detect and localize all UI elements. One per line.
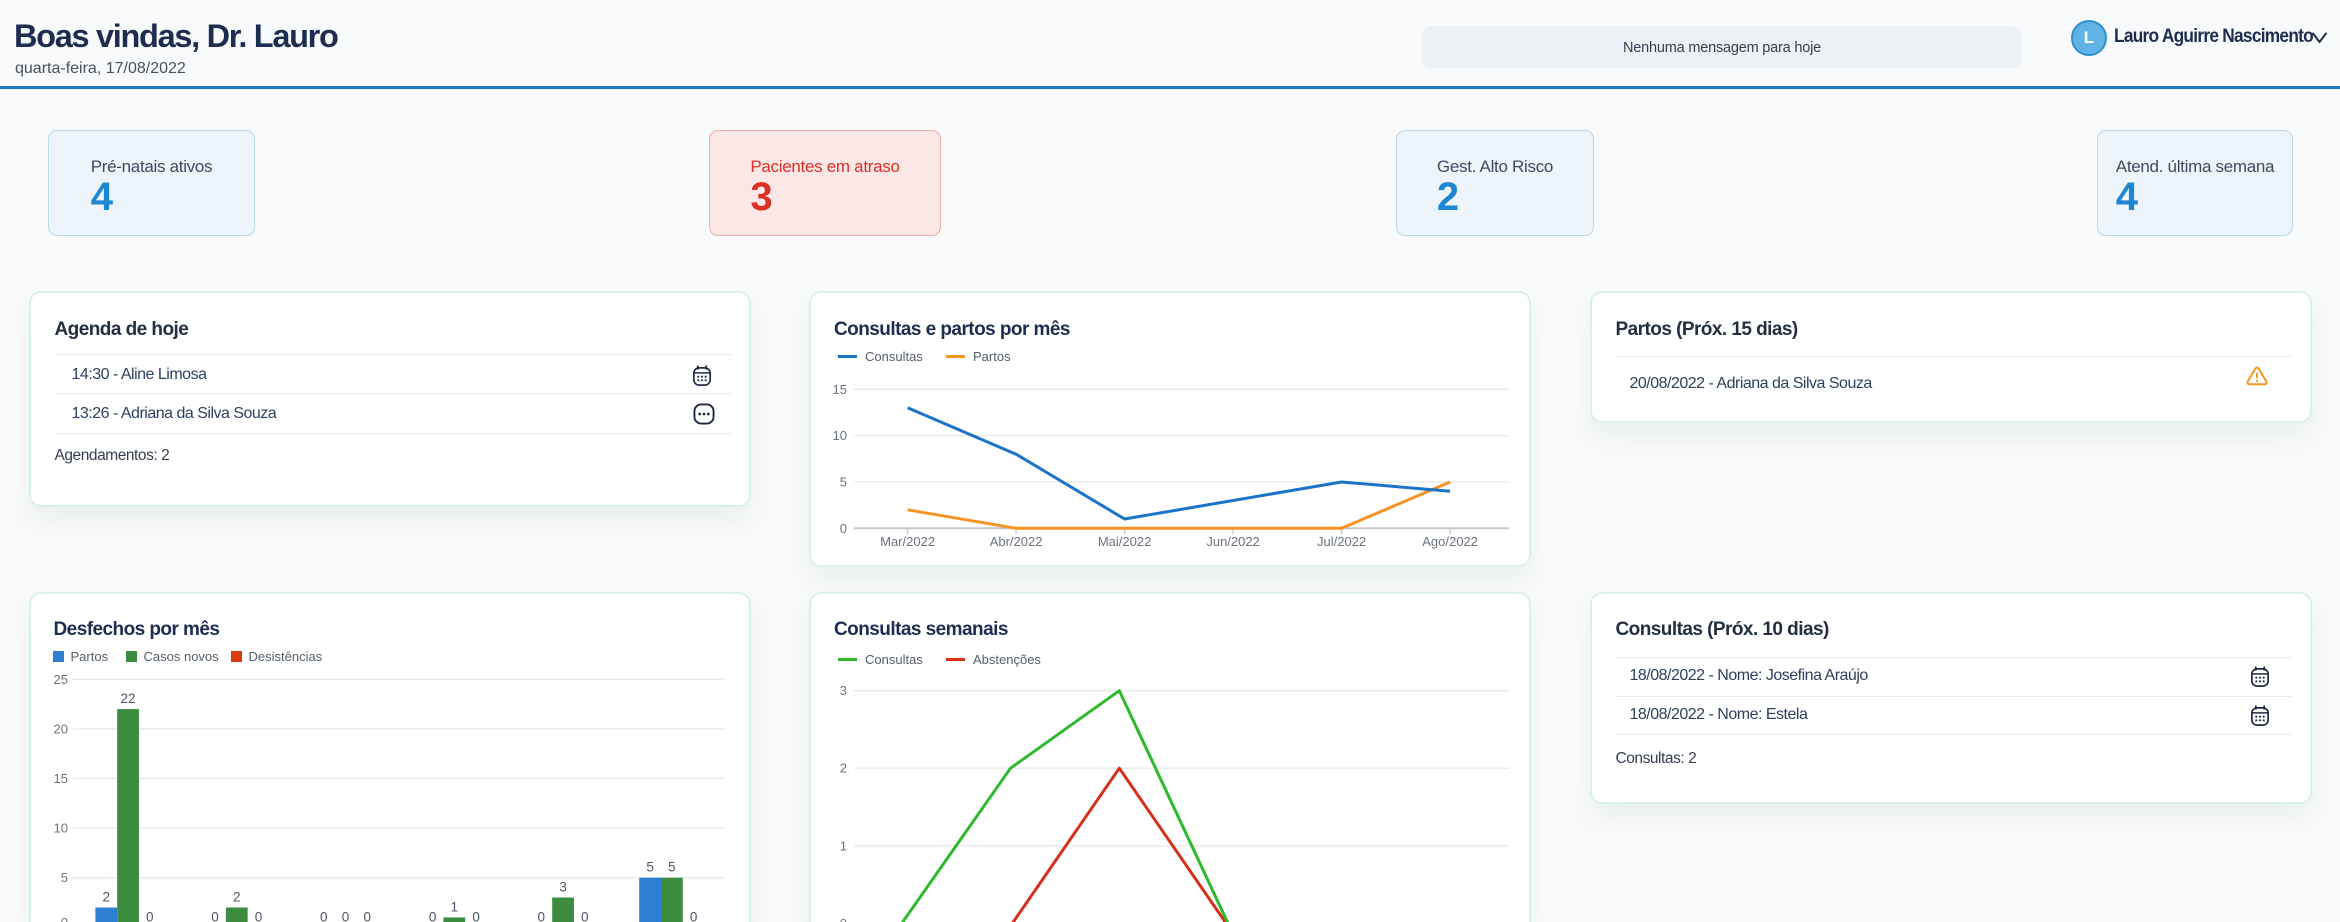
svg-text:20: 20 xyxy=(53,721,67,736)
svg-text:0: 0 xyxy=(689,909,697,922)
svg-text:0: 0 xyxy=(581,909,589,922)
svg-text:0: 0 xyxy=(428,909,436,922)
svg-text:Mar/2022: Mar/2022 xyxy=(880,534,935,549)
svg-text:Jun/2022: Jun/2022 xyxy=(1206,534,1260,549)
svg-text:2: 2 xyxy=(102,890,110,905)
svg-text:0: 0 xyxy=(146,909,154,922)
svg-text:0: 0 xyxy=(363,909,371,922)
svg-text:0: 0 xyxy=(840,916,847,922)
svg-text:5: 5 xyxy=(840,475,847,490)
svg-text:0: 0 xyxy=(60,915,67,922)
svg-text:0: 0 xyxy=(537,909,545,922)
svg-text:1: 1 xyxy=(450,899,458,914)
svg-text:10: 10 xyxy=(833,428,847,443)
svg-text:5: 5 xyxy=(668,860,676,875)
svg-text:25: 25 xyxy=(53,672,67,687)
svg-text:2: 2 xyxy=(233,890,241,905)
svg-text:Jul/2022: Jul/2022 xyxy=(1317,534,1366,549)
svg-text:0: 0 xyxy=(211,909,219,922)
svg-text:Mai/2022: Mai/2022 xyxy=(1098,534,1151,549)
svg-text:Abr/2022: Abr/2022 xyxy=(990,534,1043,549)
svg-text:10: 10 xyxy=(53,821,67,836)
svg-text:2: 2 xyxy=(840,761,847,776)
svg-text:1: 1 xyxy=(840,838,847,853)
svg-text:0: 0 xyxy=(472,909,480,922)
svg-text:5: 5 xyxy=(646,860,654,875)
svg-text:0: 0 xyxy=(341,909,349,922)
svg-text:Ago/2022: Ago/2022 xyxy=(1422,534,1478,549)
svg-text:0: 0 xyxy=(840,521,847,536)
svg-text:0: 0 xyxy=(320,909,328,922)
svg-text:0: 0 xyxy=(254,909,262,922)
svg-text:3: 3 xyxy=(559,880,567,895)
svg-text:15: 15 xyxy=(53,771,67,786)
svg-text:3: 3 xyxy=(840,683,847,698)
svg-text:5: 5 xyxy=(60,870,67,885)
svg-text:22: 22 xyxy=(120,691,135,706)
svg-text:15: 15 xyxy=(833,382,847,397)
